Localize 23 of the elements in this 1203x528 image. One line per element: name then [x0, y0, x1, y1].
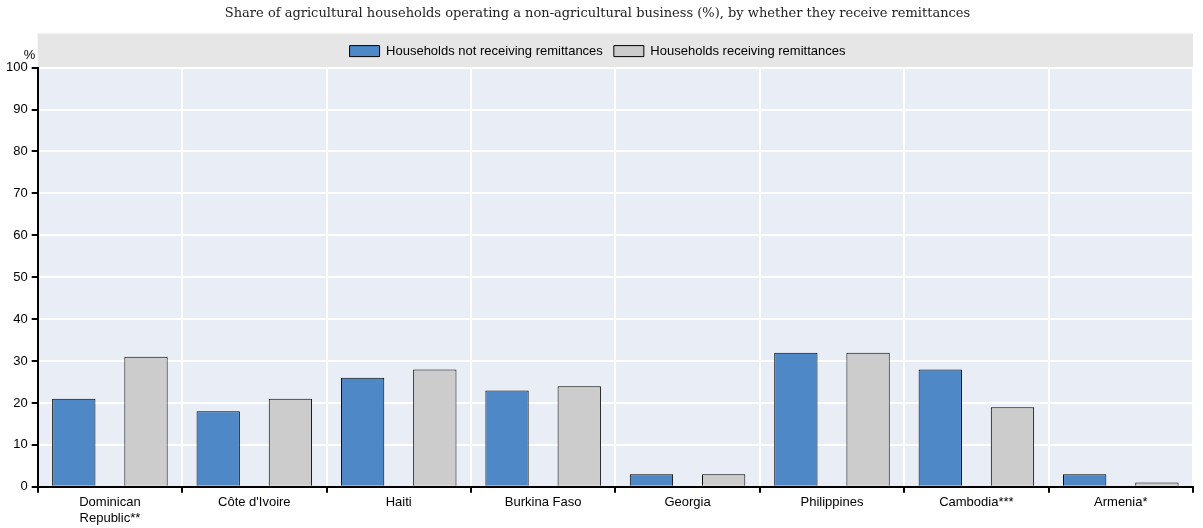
y-tick-label: 50	[13, 268, 28, 284]
y-axis-title: %	[23, 46, 36, 62]
x-tick-label: Philippines	[800, 494, 864, 510]
x-tick-label: Georgia	[664, 494, 712, 510]
y-tick-label: 80	[13, 143, 28, 159]
y-tick-label: 10	[13, 436, 28, 452]
x-tick-label: Armenia*	[1094, 494, 1148, 510]
chart-subtitle: Share of agricultural households operating a non-agricultural business (%), by whether they receive remittances	[224, 5, 971, 21]
y-tick-label: 60	[13, 226, 28, 242]
y-tick-label: 20	[13, 394, 28, 410]
legend-label: Households receiving remittances	[650, 42, 846, 58]
x-tick-label: Burkina Faso	[504, 494, 582, 510]
y-tick-label: 70	[13, 184, 28, 200]
y-tick-label: 90	[13, 101, 28, 117]
y-tick-label: 40	[13, 310, 28, 326]
y-tick-label: 30	[13, 352, 28, 368]
x-tick-label: Haiti	[385, 494, 412, 510]
x-tick-label: Dominican Republic**	[79, 494, 141, 525]
legend-label: Households not receiving remittances	[386, 42, 604, 58]
x-tick-label: Cambodia***	[939, 494, 1014, 510]
y-tick-label: 0	[20, 478, 28, 494]
x-tick-label: Côte d'Ivoire	[218, 494, 291, 510]
y-tick-label: 100	[5, 59, 28, 75]
